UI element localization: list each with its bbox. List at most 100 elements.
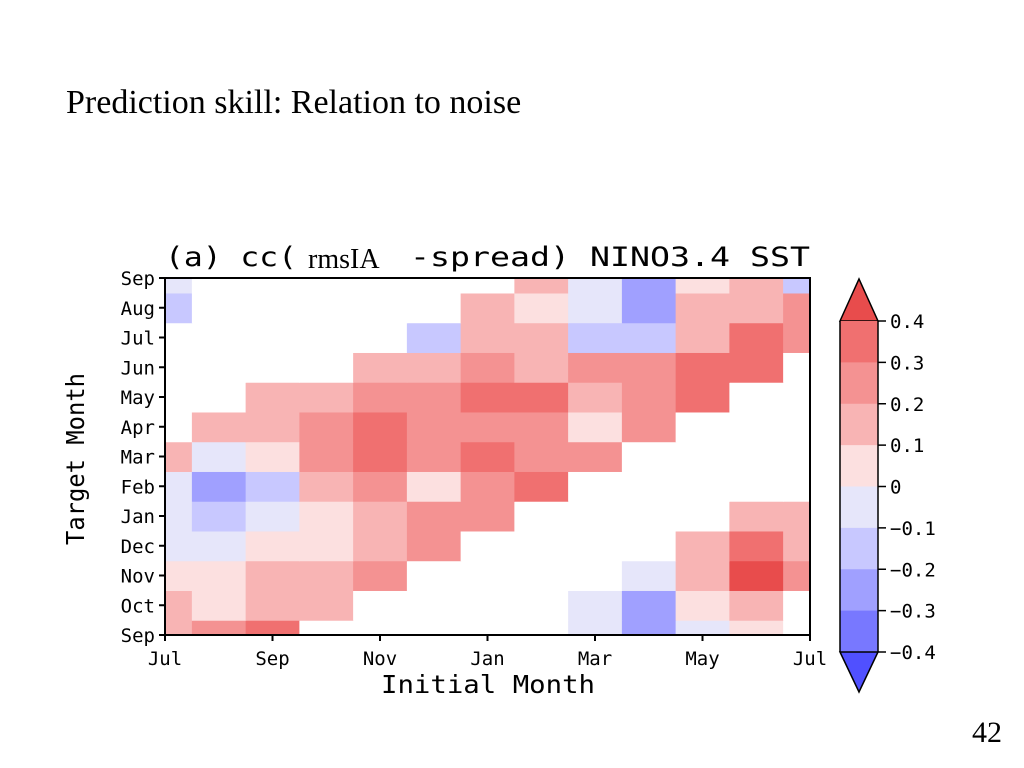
heatmap-cell: [353, 471, 408, 502]
heatmap-cell: [299, 352, 354, 383]
colorbar-tick-label: 0: [890, 477, 901, 499]
heatmap-cell: [353, 322, 408, 353]
colorbar-segment: [840, 321, 878, 363]
heatmap-cell: [514, 352, 569, 383]
heatmap-cell: [406, 292, 462, 324]
heatmap-cell: [729, 322, 784, 353]
y-tick-label: Sep: [121, 268, 155, 290]
heatmap-cell: [460, 411, 515, 443]
heatmap-cell: [299, 322, 354, 353]
colorbar-tick-label: 0.1: [890, 435, 924, 457]
heatmap-cell: [460, 590, 515, 621]
heatmap-cell: [675, 560, 730, 591]
x-tick-label: Jul: [148, 648, 182, 670]
colorbar-segment: [840, 486, 878, 529]
heatmap-cell: [675, 590, 730, 621]
x-axis-label: Initial Month: [381, 670, 595, 699]
heatmap-cell: [568, 620, 623, 635]
heatmap-cell: [621, 441, 677, 472]
heatmap-cell: [514, 441, 569, 472]
heatmap-cell: [621, 411, 677, 443]
heatmap-cell: [460, 352, 515, 383]
heatmap-cell: [165, 620, 193, 635]
heatmap-cell: [353, 620, 408, 635]
heatmap-cell: [191, 292, 247, 324]
colorbar-tick-label: 0.2: [890, 394, 924, 416]
y-tick-label: Nov: [121, 566, 155, 588]
heatmap-cell: [621, 352, 677, 383]
heatmap-cell: [353, 501, 408, 532]
heatmap-cell: [783, 322, 810, 353]
heatmap-cell: [299, 441, 354, 472]
heatmap-cell: [783, 530, 810, 562]
heatmap-cell: [783, 590, 810, 621]
heatmap-cell: [783, 382, 810, 413]
heatmap-cell: [675, 322, 730, 353]
heatmap-cell: [353, 560, 408, 591]
x-tick-label: Jul: [793, 648, 827, 670]
heatmap-cell: [191, 620, 247, 635]
heatmap-cell: [729, 292, 784, 324]
heatmap-cell: [675, 411, 730, 443]
heatmap-cell: [621, 292, 677, 324]
heatmap-cell: [191, 471, 247, 502]
heatmap-cell: [729, 501, 784, 532]
y-axis-label: Target Month: [61, 373, 90, 545]
heatmap-cell: [165, 292, 193, 324]
heatmap-cell: [783, 560, 810, 591]
heatmap-cell: [406, 352, 462, 383]
heatmap-cell: [514, 530, 569, 562]
heatmap-cell: [729, 590, 784, 621]
heatmap-cell: [406, 278, 462, 294]
heatmap-cell: [353, 411, 408, 443]
heatmap-cell: [783, 471, 810, 502]
heatmap-cell: [514, 501, 569, 532]
colorbar-bottom-arrow: [838, 651, 880, 694]
heatmap-cell: [675, 292, 730, 324]
heatmap-cell: [191, 530, 247, 562]
heatmap-cell: [165, 530, 193, 562]
heatmap-cell: [165, 560, 193, 591]
heatmap-cell: [165, 411, 193, 443]
colorbar-tick-label: −0.3: [890, 601, 936, 623]
heatmap-cell: [783, 620, 810, 635]
y-tick-label: Feb: [121, 476, 155, 498]
heatmap-cell: [675, 530, 730, 562]
heatmap-cell: [299, 530, 354, 562]
heatmap-cell: [460, 292, 515, 324]
heatmap-cell: [675, 352, 730, 383]
heatmap-cell: [568, 560, 623, 591]
heatmap-cell: [245, 471, 300, 502]
y-tick-label: Jan: [121, 506, 155, 528]
heatmap-cell: [299, 471, 354, 502]
heatmap-cell: [675, 620, 730, 635]
colorbar: 0.4 0.3 0.2 0.1 0 −0.1 −0.2 −0.3 −0.4: [838, 277, 936, 694]
heatmap-cell: [783, 501, 810, 532]
heatmap-cell: [191, 278, 247, 294]
heatmap-cell: [514, 382, 569, 413]
heatmap-cell: [406, 471, 462, 502]
colorbar-tick-label: −0.2: [890, 559, 936, 581]
heatmap-cell: [729, 441, 784, 472]
heatmap-cell: [729, 352, 784, 383]
heatmap-cell: [783, 411, 810, 443]
heatmap-cell: [460, 278, 515, 294]
heatmap-cell: [514, 590, 569, 621]
heatmap-cell: [299, 411, 354, 443]
heatmap-cell: [406, 501, 462, 532]
y-tick-label: Mar: [121, 447, 155, 469]
chart-title-suffix: -spread) NINO3.4 SST: [410, 242, 810, 273]
heatmap-cell: [245, 441, 300, 472]
heatmap-cell: [514, 278, 569, 294]
colorbar-tick-label: 0.3: [890, 352, 924, 374]
heatmap-cell: [460, 471, 515, 502]
slide-title: Prediction skill: Relation to noise: [66, 84, 522, 121]
heatmap-cell: [299, 382, 354, 413]
heatmap-cell: [675, 278, 730, 294]
heatmap-cell: [406, 411, 462, 443]
colorbar-segment: [840, 569, 878, 612]
heatmap-cell: [460, 382, 515, 413]
heatmap-cell: [729, 471, 784, 502]
x-axis: Jul Sep Nov Jan Mar May Jul: [148, 635, 827, 670]
